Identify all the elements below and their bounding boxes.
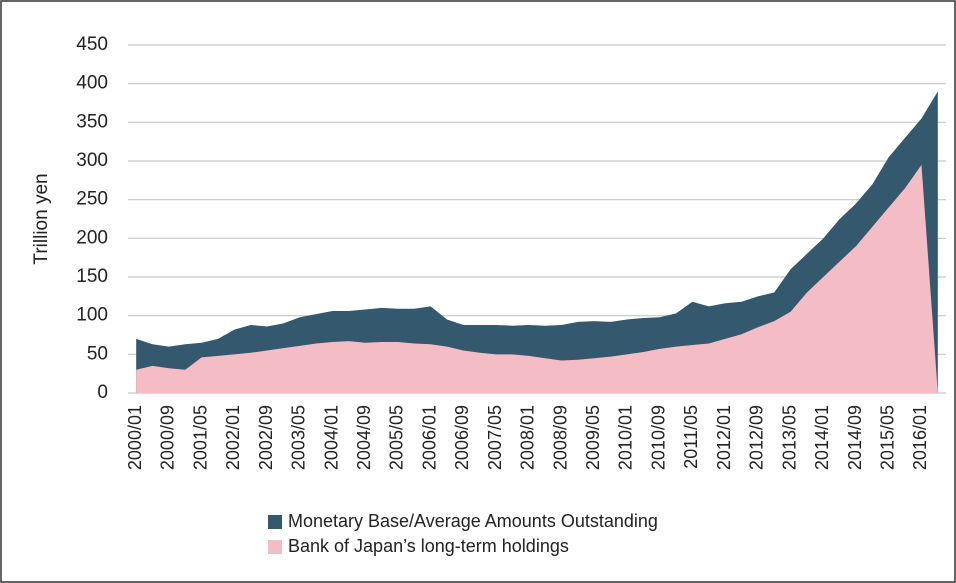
x-tick-label: 2004/09 bbox=[354, 405, 374, 470]
x-tick-label: 2010/01 bbox=[616, 405, 636, 470]
x-tick-label: 2012/01 bbox=[714, 405, 734, 470]
x-tick-label: 2006/09 bbox=[452, 405, 472, 470]
x-tick-label: 2009/05 bbox=[583, 405, 603, 470]
x-tick-label: 2014/09 bbox=[845, 405, 865, 470]
y-tick-label: 0 bbox=[97, 382, 108, 403]
legend-swatch bbox=[268, 540, 282, 554]
y-tick-label: 50 bbox=[87, 343, 108, 364]
y-tick-label: 300 bbox=[76, 150, 108, 171]
x-tick-label: 2002/09 bbox=[256, 405, 276, 470]
y-tick-label: 200 bbox=[76, 227, 108, 248]
x-tick-label: 2000/01 bbox=[125, 405, 145, 470]
x-tick-label: 2001/05 bbox=[190, 405, 210, 470]
x-tick-label: 2006/01 bbox=[419, 405, 439, 470]
y-tick-label: 450 bbox=[76, 34, 108, 55]
x-tick-label: 2002/01 bbox=[223, 405, 243, 470]
x-tick-label: 2007/05 bbox=[485, 405, 505, 470]
y-tick-label: 250 bbox=[76, 189, 108, 210]
x-tick-label: 2008/09 bbox=[550, 405, 570, 470]
legend-label: Bank of Japan’s long-term holdings bbox=[288, 536, 569, 556]
x-tick-label: 2004/01 bbox=[321, 405, 341, 470]
y-tick-label: 150 bbox=[76, 266, 108, 287]
x-tick-label: 2000/09 bbox=[158, 405, 178, 470]
x-tick-label: 2014/01 bbox=[812, 405, 832, 470]
x-tick-label: 2010/09 bbox=[648, 405, 668, 470]
area bbox=[136, 164, 938, 393]
area bbox=[136, 91, 938, 394]
x-tick-label: 2013/05 bbox=[779, 405, 799, 470]
x-tick-label: 2008/01 bbox=[518, 405, 538, 470]
x-tick-label: 2011/05 bbox=[681, 405, 701, 469]
y-tick-label: 400 bbox=[76, 73, 108, 94]
x-tick-label: 2012/09 bbox=[747, 405, 767, 470]
legend-swatch bbox=[268, 515, 282, 529]
x-tick-label: 2015/05 bbox=[877, 405, 897, 470]
y-axis-label: Trillion yen bbox=[31, 173, 52, 264]
x-tick-label: 2016/01 bbox=[910, 405, 930, 470]
x-tick-label: 2003/05 bbox=[289, 405, 309, 470]
legend-label: Monetary Base/Average Amounts Outstandin… bbox=[288, 511, 658, 531]
y-tick-label: 350 bbox=[76, 111, 108, 132]
y-tick-label: 100 bbox=[76, 305, 108, 326]
x-tick-label: 2005/05 bbox=[387, 405, 407, 470]
